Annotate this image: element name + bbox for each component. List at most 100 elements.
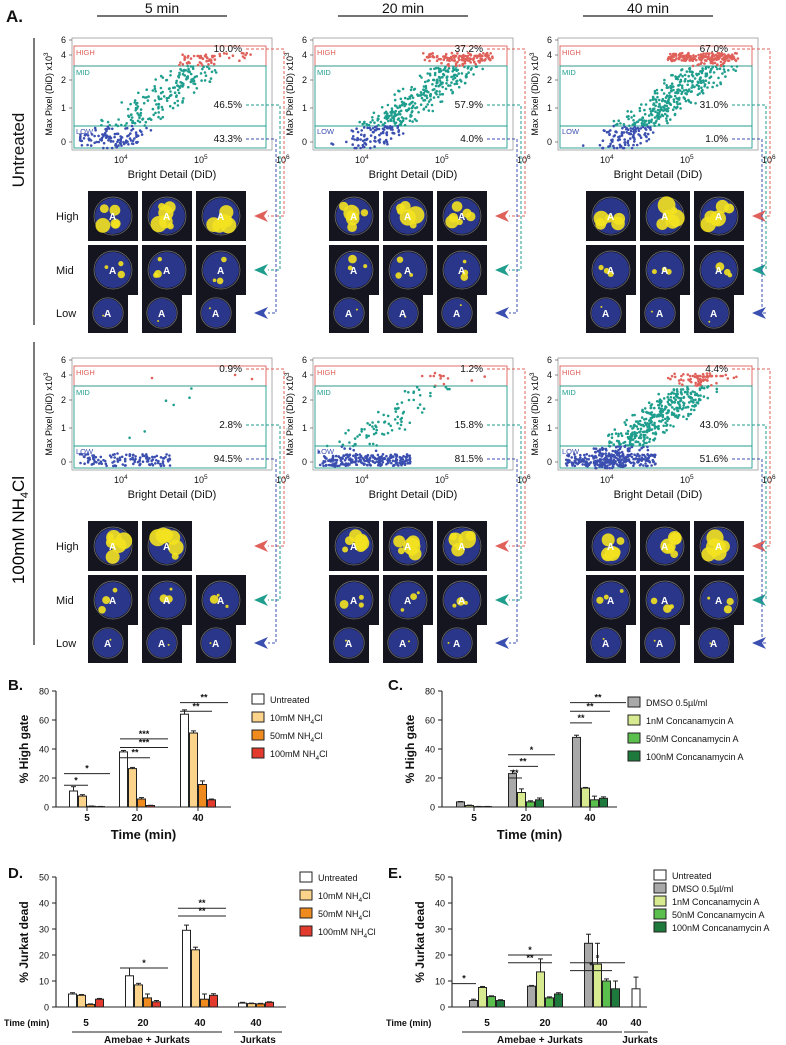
gate-percentage: 2.8% (219, 420, 242, 431)
dye-spot (109, 204, 121, 216)
scatter-dot (392, 119, 396, 123)
y-tick-label: 30 (39, 925, 49, 935)
scatter-dot (610, 138, 613, 142)
cell-image: A (437, 575, 487, 625)
scatter-dot (387, 460, 390, 464)
scatter-dot (662, 397, 666, 400)
scatter-dot (566, 461, 570, 464)
scatter-dot (395, 458, 399, 462)
scatter-dot (660, 99, 664, 103)
scatter-dot (344, 457, 348, 460)
image-row-label-high: High (56, 211, 79, 223)
scatter-dot (183, 55, 186, 58)
scatter-dot (594, 450, 597, 454)
cell-body (388, 298, 418, 328)
scatter-dot (88, 458, 92, 461)
scatter-dot (661, 415, 665, 419)
scatter-dot (173, 91, 177, 94)
scatter-dot (433, 371, 437, 375)
y-axis-label: Max Pixel (DiD) x103 (529, 372, 540, 456)
scatter-dot (620, 458, 624, 462)
scatter-dot (128, 436, 131, 440)
scatter-dot (161, 108, 164, 111)
legend-label: 50mM NH4Cl (318, 909, 371, 922)
cell-image: A (88, 191, 138, 241)
cell-image: A (694, 521, 744, 571)
scatter-dot (632, 119, 635, 122)
scatter-dot (394, 124, 397, 127)
scatter-dot (108, 454, 112, 457)
scatter-dot (645, 139, 648, 143)
gate-connector (246, 458, 277, 644)
scatter-dot (341, 443, 345, 447)
gate-percentage: 43.3% (214, 134, 242, 145)
dye-spot (616, 537, 625, 545)
scatter-dot (372, 130, 375, 134)
scatter-dot (379, 132, 383, 135)
scatter-dot (634, 440, 637, 444)
scatter-dot (687, 401, 691, 404)
scatter-dot (80, 453, 84, 456)
dye-spot (404, 315, 407, 318)
cell-membrane (699, 580, 739, 620)
cell-image: A (142, 575, 192, 625)
cell-label-a: A (607, 542, 614, 553)
scatter-dot (427, 79, 431, 82)
scatter-dot (83, 133, 87, 137)
scatter-dot (629, 137, 632, 140)
cell-image: A (383, 191, 433, 241)
bar (581, 787, 590, 808)
scatter-dot (622, 123, 626, 126)
scatter-dot (669, 84, 672, 88)
scatter-dot (735, 65, 739, 68)
scatter-dot (672, 88, 675, 92)
scatter-dot (150, 376, 154, 380)
scatter-dot (354, 443, 357, 446)
bar (189, 732, 198, 808)
scatter-dot (633, 436, 637, 440)
scatter-dot (688, 374, 692, 378)
scatter-dot (678, 403, 681, 406)
y-tick-label: 0 (440, 1003, 445, 1013)
y-tick-label: 0 (44, 803, 49, 813)
scatter-dot (598, 449, 602, 452)
scatter-dot (649, 112, 653, 116)
scatter-dot (639, 136, 643, 139)
scatter-dot (368, 442, 372, 446)
scatter-dot (93, 126, 97, 130)
scatter-dot (440, 100, 444, 103)
scatter-dot (376, 117, 380, 120)
scatter-dot (346, 454, 349, 457)
y-tick-label: 4 (547, 370, 552, 380)
scatter-dot (351, 137, 354, 140)
scatter-dot (679, 399, 683, 402)
gate-connector (487, 458, 518, 644)
gate-percentage: 94.5% (214, 454, 242, 465)
scatter-dot (141, 460, 145, 464)
scatter-dot (359, 138, 362, 141)
scatter-dot (360, 427, 364, 431)
group-label-jurkats: Jurkats (240, 1035, 276, 1045)
scatter-dot (371, 116, 374, 119)
scatter-dot (371, 442, 375, 446)
cell-label-a: A (404, 596, 411, 607)
scatter-dot (361, 143, 365, 147)
scatter-dot (156, 461, 160, 465)
cell-image: A (640, 623, 680, 663)
scatter-dot (78, 136, 82, 140)
scatter-dot (153, 455, 156, 459)
scatter-dot (638, 448, 641, 452)
scatter-dot (610, 454, 613, 457)
scatter-dot (722, 61, 726, 64)
scatter-dot (94, 455, 98, 459)
cell-label-a: A (404, 542, 411, 553)
scatter-dot (133, 101, 136, 104)
dye-spot (157, 257, 162, 262)
scatter-dot (577, 459, 581, 463)
scatter-dot (665, 411, 668, 415)
scatter-dot (479, 57, 482, 60)
scatter-dot (410, 85, 414, 89)
scatter-dot (429, 374, 432, 378)
scatter-dot (705, 59, 708, 62)
scatter-dot (694, 384, 697, 387)
